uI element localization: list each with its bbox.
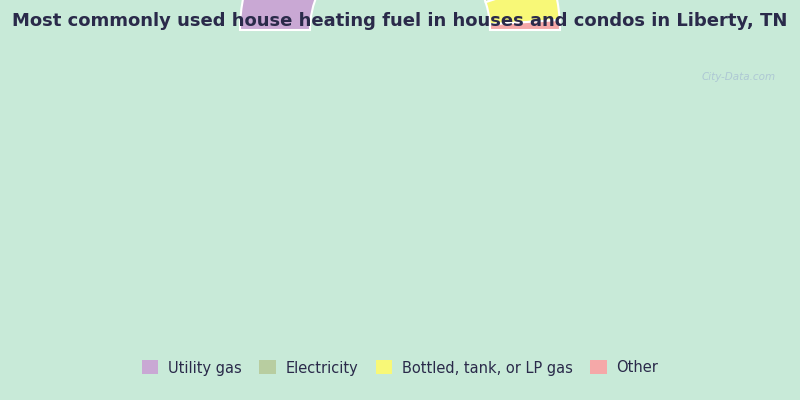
- Wedge shape: [490, 20, 560, 30]
- Wedge shape: [414, 0, 552, 2]
- Wedge shape: [486, 0, 560, 24]
- Text: City-Data.com: City-Data.com: [702, 72, 776, 82]
- Legend: Utility gas, Electricity, Bottled, tank, or LP gas, Other: Utility gas, Electricity, Bottled, tank,…: [134, 353, 666, 383]
- Wedge shape: [240, 0, 425, 30]
- Text: Most commonly used house heating fuel in houses and condos in Liberty, TN: Most commonly used house heating fuel in…: [12, 12, 788, 30]
